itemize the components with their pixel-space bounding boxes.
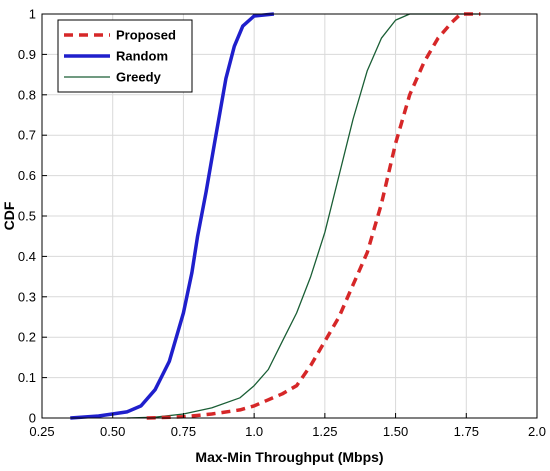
y-axis-ticks: 0 0.1 0.2 0.3 0.4 0.5 0.6 0.7 0.8 0.9 1 (18, 7, 47, 426)
y-tick-label: 0 (29, 411, 36, 426)
y-tick-label: 0.1 (18, 370, 36, 385)
series-layer (70, 12, 481, 420)
x-tick-label: 1.75 (454, 424, 479, 439)
y-tick-label: 0.8 (18, 87, 36, 102)
y-tick-label: 0.2 (18, 330, 36, 345)
legend-entry-proposed: Proposed (116, 28, 176, 43)
y-tick-label: 1 (29, 7, 36, 22)
series-line-random (70, 12, 275, 420)
y-tick-label: 0.3 (18, 289, 36, 304)
x-tick-label: 1.50 (383, 424, 408, 439)
x-tick-label: 0.50 (100, 424, 125, 439)
x-tick-label: 0.25 (29, 424, 54, 439)
series-line-proposed (146, 12, 481, 420)
x-tick-label: 1.0 (245, 424, 263, 439)
y-axis-label: CDF (1, 201, 17, 230)
x-tick-label: 1.25 (312, 424, 337, 439)
x-axis-ticks: 0.25 0.50 0.75 1.0 1.25 1.50 1.75 2.0 (29, 413, 546, 439)
y-tick-label: 0.7 (18, 128, 36, 143)
x-axis-label: Max-Min Throughput (Mbps) (195, 449, 383, 465)
y-tick-label: 0.6 (18, 168, 36, 183)
legend-entry-greedy: Greedy (116, 70, 162, 85)
y-tick-label: 0.5 (18, 209, 36, 224)
legend-entry-random: Random (116, 49, 168, 64)
x-tick-label: 2.0 (528, 424, 546, 439)
y-tick-label: 0.9 (18, 47, 36, 62)
x-tick-label: 0.75 (171, 424, 196, 439)
legend: Proposed Random Greedy (57, 19, 193, 93)
grid-lines (41, 13, 538, 419)
series-line-greedy (126, 13, 481, 419)
y-tick-label: 0.4 (18, 249, 36, 264)
